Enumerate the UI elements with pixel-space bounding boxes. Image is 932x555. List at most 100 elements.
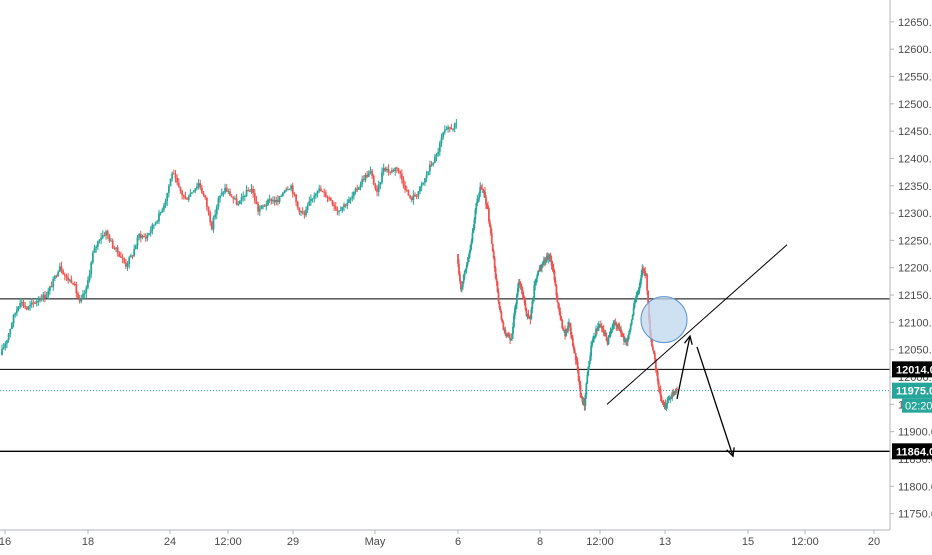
candle-body xyxy=(382,168,385,173)
candle-body xyxy=(438,143,441,152)
candle-body xyxy=(179,186,182,191)
arrow-up[interactable] xyxy=(676,335,691,399)
candle-body xyxy=(67,277,69,281)
candle-body xyxy=(182,194,185,197)
candle-body xyxy=(435,154,438,157)
candle-body xyxy=(637,291,640,295)
candle-body xyxy=(459,281,462,290)
candle-body xyxy=(673,391,676,395)
candle-body xyxy=(315,193,317,196)
candle-body xyxy=(407,190,410,196)
candle-body xyxy=(377,184,380,192)
price-tick-label: 12600.0 xyxy=(898,44,932,56)
candle-body xyxy=(594,335,596,337)
candle-body xyxy=(452,128,454,130)
candle-body xyxy=(598,325,601,327)
candle-body xyxy=(400,173,403,180)
candle-body xyxy=(676,389,678,391)
candle-body xyxy=(442,132,445,138)
candle-body xyxy=(22,301,25,306)
candle-body xyxy=(224,187,226,193)
candle-body xyxy=(556,295,559,303)
candle-body xyxy=(547,257,550,259)
price-tick-label: 12650.0 xyxy=(898,17,932,29)
candle-body xyxy=(404,185,407,190)
candle-body xyxy=(557,302,560,309)
candle-body xyxy=(675,389,677,393)
candle-body xyxy=(268,199,271,201)
candle-body xyxy=(96,241,99,247)
candle-body xyxy=(616,326,619,328)
time-tick-label: 20 xyxy=(868,536,880,548)
candle-body xyxy=(136,237,139,246)
candle-body xyxy=(520,287,523,290)
candle-body xyxy=(596,328,598,331)
trendline-rising[interactable] xyxy=(606,244,788,405)
candle-body xyxy=(196,186,198,189)
candle-body xyxy=(121,257,124,259)
candle-body xyxy=(447,127,449,130)
candle-body xyxy=(49,286,51,291)
candle-body xyxy=(389,172,392,174)
candle-body xyxy=(445,129,448,131)
candle-body xyxy=(35,301,38,304)
candle-body xyxy=(576,361,579,371)
level-label-mid: 12014.0 xyxy=(896,364,932,376)
candle-body xyxy=(608,336,611,338)
candle-body xyxy=(494,267,497,279)
candle-body xyxy=(465,264,468,269)
time-axis[interactable]: 16 18 24 12:00 29 May 6 8 12:00 13 15 12:00 20 xyxy=(0,529,890,548)
candle-body xyxy=(214,214,217,218)
candle-body xyxy=(2,347,5,349)
candle-body xyxy=(15,309,18,314)
candle-body xyxy=(339,210,342,212)
candle-body xyxy=(263,205,266,207)
price-labels: 12014.0 11864.0 11975.0 02:20 xyxy=(892,361,932,460)
candle-body xyxy=(432,162,435,165)
time-tick-label: 13 xyxy=(659,536,671,548)
candle-body xyxy=(469,244,472,252)
candle-body xyxy=(487,208,490,222)
candle-body xyxy=(535,278,538,284)
candle-body xyxy=(252,188,255,194)
candle-body xyxy=(652,350,655,354)
candle-body xyxy=(4,343,7,348)
candle-body xyxy=(654,358,657,370)
candle-body xyxy=(39,298,41,301)
highlight-circle[interactable] xyxy=(640,296,688,344)
candle-body xyxy=(588,360,591,368)
candle-body xyxy=(316,190,319,194)
time-tick-label: 15 xyxy=(742,536,754,548)
candle-body xyxy=(72,283,74,285)
candle-body xyxy=(618,324,621,331)
candle-body xyxy=(42,294,45,300)
candle-body xyxy=(300,211,302,213)
candle-body xyxy=(630,319,633,325)
candle-body xyxy=(386,169,388,171)
candle-body xyxy=(575,359,578,362)
candle-body xyxy=(500,312,503,320)
arrow-down[interactable] xyxy=(696,346,734,457)
candle-body xyxy=(285,189,288,191)
candle-body xyxy=(518,282,521,284)
candle-body xyxy=(619,329,622,331)
candle-body xyxy=(318,188,321,191)
candle-body xyxy=(509,337,512,340)
candle-body xyxy=(670,398,673,400)
candle-body xyxy=(420,184,423,187)
candle-body xyxy=(587,367,590,375)
candle-body xyxy=(437,151,440,155)
candle-body xyxy=(70,279,73,284)
candle-body xyxy=(163,205,165,210)
candle-body xyxy=(487,205,489,209)
candle-body xyxy=(343,204,345,207)
candle-body xyxy=(167,186,170,193)
candle-body xyxy=(601,327,604,330)
candle-body xyxy=(176,177,179,183)
candle-body xyxy=(189,193,192,197)
candle-body xyxy=(115,247,117,249)
candle-body xyxy=(158,213,160,222)
candle-body xyxy=(37,300,40,302)
